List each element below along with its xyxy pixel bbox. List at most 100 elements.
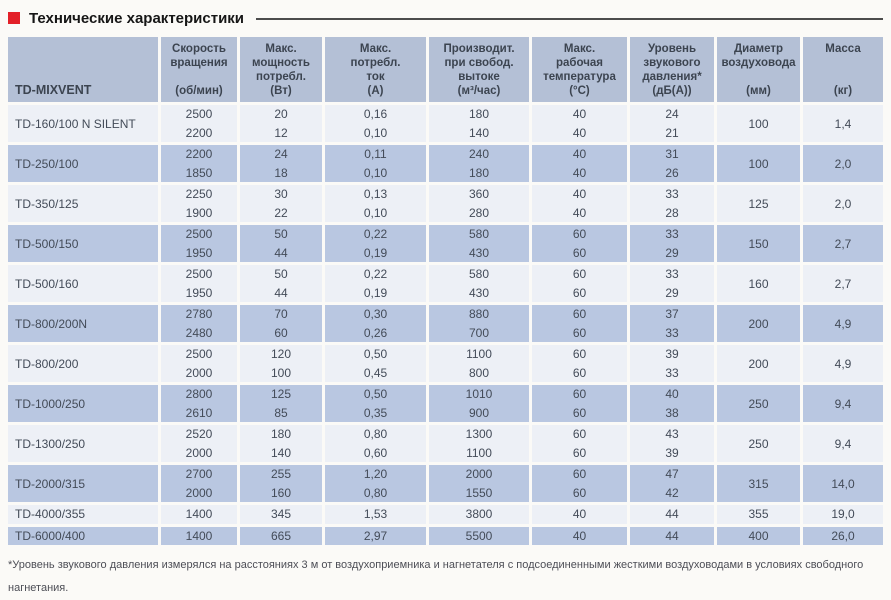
cell-value: 29: [665, 285, 679, 300]
cell-value: 1950: [185, 285, 213, 300]
cell-value: 2610: [185, 405, 213, 420]
cell-value: 0,80: [363, 427, 388, 442]
cell-value: 1,53: [363, 507, 388, 522]
value-column: 665: [240, 526, 322, 545]
mass-value: 1,4: [803, 105, 883, 142]
value-column: 40 40: [532, 145, 627, 182]
model-name: TD-800/200: [8, 345, 158, 382]
cell-value: 60: [572, 387, 587, 402]
table-row-group: TD-4000/355 1400 345 1,53 3800 40 44 355 19,0: [8, 505, 883, 524]
value-column: 60 60: [532, 425, 627, 462]
value-column: 2500 2200: [161, 105, 237, 142]
cell-value: 38: [665, 405, 679, 420]
value-column: 24 18: [240, 145, 322, 182]
column-header-unit: (А): [367, 85, 384, 98]
diameter-value: 100: [717, 105, 800, 142]
diameter-value: 125: [717, 185, 800, 222]
cell-value: 0,13: [363, 187, 388, 202]
table-row-group: TD-1000/250 2800 2610 125 85 0,50 0,35 1010 900 6…: [8, 385, 883, 422]
cell-value: 1300: [465, 427, 493, 442]
red-square-bullet-icon: [8, 12, 20, 24]
column-header-unit: (дБ(А)): [652, 85, 692, 98]
value-column: 120 100: [240, 345, 322, 382]
column-header-speed: Скорость вращения (об/мин): [161, 37, 237, 102]
cell-value: 240: [468, 147, 490, 162]
cell-value: 345: [270, 507, 292, 522]
model-name: TD-6000/400: [8, 526, 158, 545]
value-column: 0,11 0,10: [325, 145, 426, 182]
cell-value: 40: [572, 528, 587, 543]
cell-value: 20: [274, 107, 288, 122]
cell-value: 24: [665, 107, 679, 122]
value-column: 0,30 0,26: [325, 305, 426, 342]
cell-value: 60: [572, 325, 587, 340]
column-header-label: Макс. рабочая температура: [543, 43, 616, 84]
mass-value: 19,0: [803, 505, 883, 524]
diameter-value: 355: [717, 505, 800, 524]
model-name: TD-160/100 N SILENT: [8, 105, 158, 142]
value-column: 44: [630, 505, 714, 524]
value-column: 33 29: [630, 225, 714, 262]
value-column: 125 85: [240, 385, 322, 422]
cell-value: 60: [572, 307, 587, 322]
cell-value: 2000: [185, 365, 213, 380]
value-column: 60 60: [532, 305, 627, 342]
value-column: 60 60: [532, 265, 627, 302]
cell-value: 180: [270, 427, 292, 442]
column-header-label: Макс. потребл. ток: [350, 43, 401, 84]
cell-value: 0,16: [363, 107, 388, 122]
cell-value: 60: [572, 245, 587, 260]
cell-value: 29: [665, 245, 679, 260]
cell-value: 2800: [185, 387, 213, 402]
cell-value: 430: [468, 285, 490, 300]
model-name: TD-500/160: [8, 265, 158, 302]
cell-value: 0,35: [363, 405, 388, 420]
cell-value: 50: [274, 267, 288, 282]
cell-value: 40: [572, 125, 587, 140]
cell-value: 47: [665, 467, 679, 482]
diameter-value: 400: [717, 526, 800, 545]
cell-value: 22: [274, 205, 288, 220]
cell-value: 5500: [465, 528, 493, 543]
value-column: 0,22 0,19: [325, 225, 426, 262]
cell-value: 44: [665, 528, 679, 543]
cell-value: 2200: [185, 125, 213, 140]
cell-value: 60: [572, 485, 587, 500]
column-header-label: TD-MIXVENT: [15, 82, 92, 97]
mass-value: 14,0: [803, 465, 883, 502]
cell-value: 24: [274, 147, 288, 162]
cell-value: 180: [468, 107, 490, 122]
cell-value: 0,30: [363, 307, 388, 322]
model-name: TD-2000/315: [8, 465, 158, 502]
cell-value: 360: [468, 187, 490, 202]
model-name: TD-4000/355: [8, 505, 158, 524]
cell-value: 40: [572, 507, 587, 522]
cell-value: 2250: [185, 187, 213, 202]
value-column: 880 700: [429, 305, 529, 342]
cell-value: 0,26: [363, 325, 388, 340]
cell-value: 0,22: [363, 227, 388, 242]
value-column: 0,16 0,10: [325, 105, 426, 142]
table-row-group: TD-500/150 2500 1950 50 44 0,22 0,19 580 430 60 60…: [8, 225, 883, 262]
mass-value: 4,9: [803, 345, 883, 382]
column-header-model: TD-MIXVENT: [8, 37, 158, 102]
cell-value: 0,10: [363, 165, 388, 180]
value-column: 43 39: [630, 425, 714, 462]
value-column: 255 160: [240, 465, 322, 502]
value-column: 240 180: [429, 145, 529, 182]
cell-value: 60: [572, 365, 587, 380]
cell-value: 700: [468, 325, 490, 340]
mass-value: 9,4: [803, 425, 883, 462]
model-name: TD-350/125: [8, 185, 158, 222]
cell-value: 0,11: [364, 147, 387, 162]
column-header-unit: (°С): [569, 85, 590, 98]
value-column: 24 21: [630, 105, 714, 142]
section-title-row: Технические характеристики: [8, 7, 883, 29]
cell-value: 33: [665, 267, 679, 282]
column-header-unit: (мм): [746, 84, 771, 97]
cell-value: 2780: [185, 307, 213, 322]
column-header-unit: (кг): [833, 84, 853, 97]
column-header-temperature: Макс. рабочая температура (°С): [532, 37, 627, 102]
cell-value: 1950: [185, 245, 213, 260]
cell-value: 1550: [465, 485, 493, 500]
